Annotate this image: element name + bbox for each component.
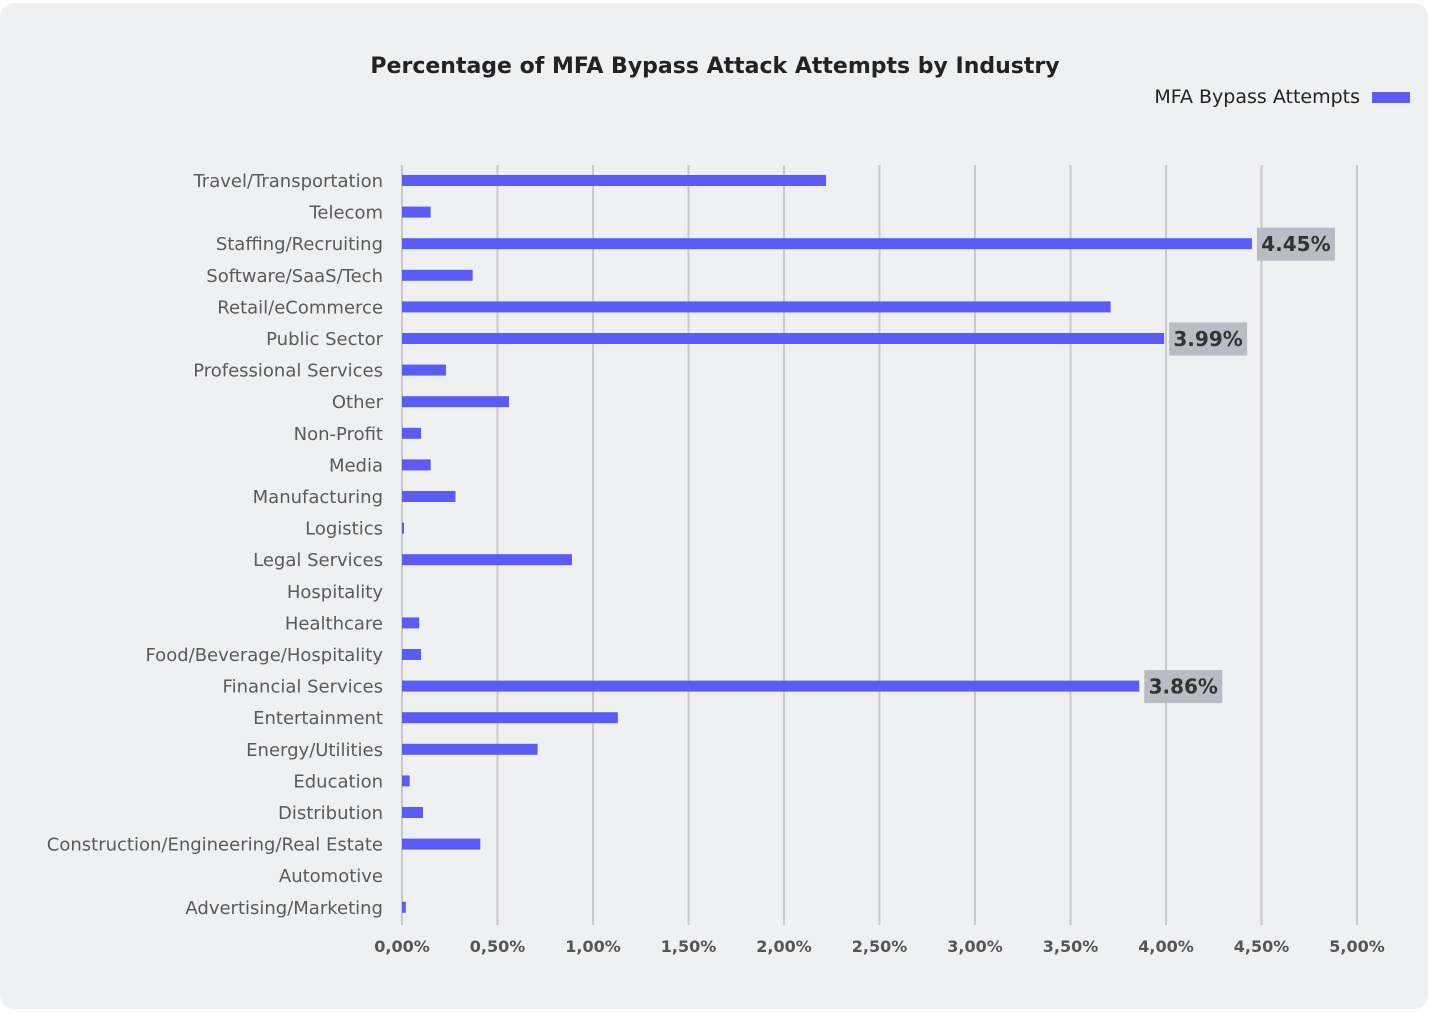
- category-label: Education: [293, 771, 383, 792]
- category-label: Public Sector: [266, 329, 383, 350]
- bar: [402, 838, 481, 850]
- category-label: Entertainment: [253, 708, 383, 729]
- x-tick-label: 2,50%: [852, 937, 908, 956]
- x-tick-labels: 0,00% 0,50% 1,00% 1,50% 2,00% 2,50% 3,00% 3,50%…: [374, 937, 1385, 956]
- x-tick-label: 3,00%: [947, 937, 1003, 956]
- x-tick-label: 1,50%: [661, 937, 717, 956]
- category-label: Food/Beverage/Hospitality: [145, 645, 383, 666]
- data-label: 3.99%: [1169, 322, 1248, 356]
- bar: [402, 427, 422, 439]
- bar: [402, 680, 1140, 692]
- data-label: 4.45%: [1256, 227, 1335, 261]
- bar: [402, 333, 1165, 344]
- legend-swatch: [1372, 91, 1410, 103]
- bar: [402, 617, 420, 629]
- bar: [402, 554, 572, 566]
- bar: [402, 807, 424, 818]
- x-tick-label: 4,00%: [1138, 937, 1194, 956]
- category-label: Media: [329, 455, 383, 476]
- bars: [402, 175, 1252, 913]
- data-label-box: [1144, 670, 1223, 704]
- data-label-text: 3.86%: [1149, 675, 1218, 699]
- category-label: Automotive: [279, 866, 383, 887]
- category-label: Manufacturing: [253, 487, 383, 508]
- category-label: Legal Services: [253, 550, 383, 571]
- gridlines: [401, 165, 1358, 925]
- data-labels: 4.45% 3.99% 3.86%: [1144, 227, 1335, 704]
- x-tick-label: 4,50%: [1234, 937, 1290, 956]
- category-label: Other: [332, 392, 384, 413]
- category-label: Professional Services: [193, 361, 383, 382]
- x-tick-label: 3,50%: [1043, 937, 1099, 956]
- bar: [402, 175, 827, 186]
- data-label-text: 4.45%: [1261, 232, 1330, 256]
- chart-card: [0, 3, 1428, 1009]
- bar: [402, 901, 406, 913]
- bar: [402, 491, 456, 502]
- category-label: Travel/Transportation: [192, 171, 383, 192]
- bar: [402, 459, 431, 471]
- x-tick-label: 5,00%: [1329, 937, 1385, 956]
- category-label: Software/SaaS/Tech: [206, 266, 383, 287]
- category-label: Financial Services: [223, 677, 383, 698]
- x-tick-label: 2,00%: [756, 937, 812, 956]
- bar: [402, 775, 410, 787]
- bar: [402, 396, 509, 408]
- category-label: Non-Profit: [294, 424, 383, 445]
- bar: [402, 206, 431, 218]
- category-label: Retail/eCommerce: [217, 297, 383, 318]
- bar: [402, 649, 422, 660]
- data-label: 3.86%: [1144, 670, 1223, 704]
- bar: [402, 238, 1252, 250]
- legend-label: MFA Bypass Attempts: [1154, 86, 1360, 108]
- bar: [402, 269, 473, 281]
- category-label: Advertising/Marketing: [185, 898, 383, 919]
- bar: [402, 743, 538, 755]
- data-label-box: [1256, 227, 1335, 261]
- category-label: Telecom: [308, 203, 383, 224]
- x-tick-label: 0,50%: [470, 937, 526, 956]
- category-label: Hospitality: [287, 582, 384, 603]
- bar: [402, 364, 446, 376]
- legend: MFA Bypass Attempts: [1154, 86, 1410, 108]
- x-tick-label: 1,00%: [565, 937, 621, 956]
- category-labels: Travel/Transportation Telecom Staffing/Rec…: [47, 171, 384, 919]
- category-label: Distribution: [278, 803, 383, 824]
- data-label-text: 3.99%: [1173, 327, 1242, 351]
- bar: [402, 301, 1111, 313]
- x-tick-label: 0,00%: [374, 937, 430, 956]
- data-label-box: [1169, 322, 1248, 356]
- category-label: Staffing/Recruiting: [216, 234, 383, 255]
- bar: [402, 522, 404, 534]
- category-label: Construction/Engineering/Real Estate: [47, 835, 383, 856]
- category-label: Energy/Utilities: [246, 740, 383, 761]
- category-label: Logistics: [305, 519, 383, 540]
- category-label: Healthcare: [285, 613, 383, 634]
- bar: [402, 712, 618, 724]
- chart-title: Percentage of MFA Bypass Attack Attempts…: [370, 54, 1060, 79]
